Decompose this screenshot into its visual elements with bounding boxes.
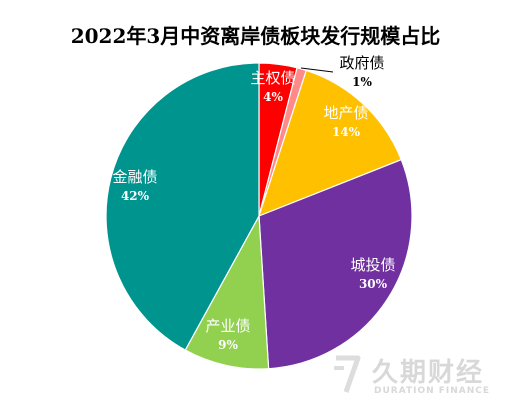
leader-line-2	[300, 67, 334, 73]
slice-name-label-1: 主权债	[250, 69, 295, 87]
slice-percent-label-2: 1%	[352, 75, 372, 89]
slice-percent-label-1: 4%	[263, 90, 283, 104]
slice-name-label-2: 政府债	[339, 54, 384, 72]
watermark-brand-en: DURATION FINANCE	[374, 386, 491, 396]
slice-name-label-4: 城投债	[350, 256, 395, 274]
slice-percent-label-6: 42%	[121, 189, 150, 203]
duration-finance-logo-icon	[334, 355, 361, 393]
chart-title: 2022年3月中资离岸债板块发行规模占比	[70, 24, 441, 48]
slice-percent-label-3: 14%	[332, 125, 361, 139]
slice-name-label-3: 地产债	[323, 104, 368, 122]
pie-slice-5	[184, 213, 270, 370]
watermark-brand-cn: 久期财经	[372, 358, 485, 388]
pie-slice-4	[258, 158, 413, 370]
slice-name-label-6: 金融债	[112, 168, 157, 186]
pie-slice-3	[258, 69, 403, 218]
slice-percent-label-4: 30%	[359, 277, 388, 291]
slice-name-label-5: 产业债	[205, 317, 250, 335]
pie-slice-6	[105, 62, 260, 351]
slice-percent-label-5: 9%	[218, 338, 238, 352]
watermark: 久期财经 DURATION FINANCE	[330, 352, 505, 400]
